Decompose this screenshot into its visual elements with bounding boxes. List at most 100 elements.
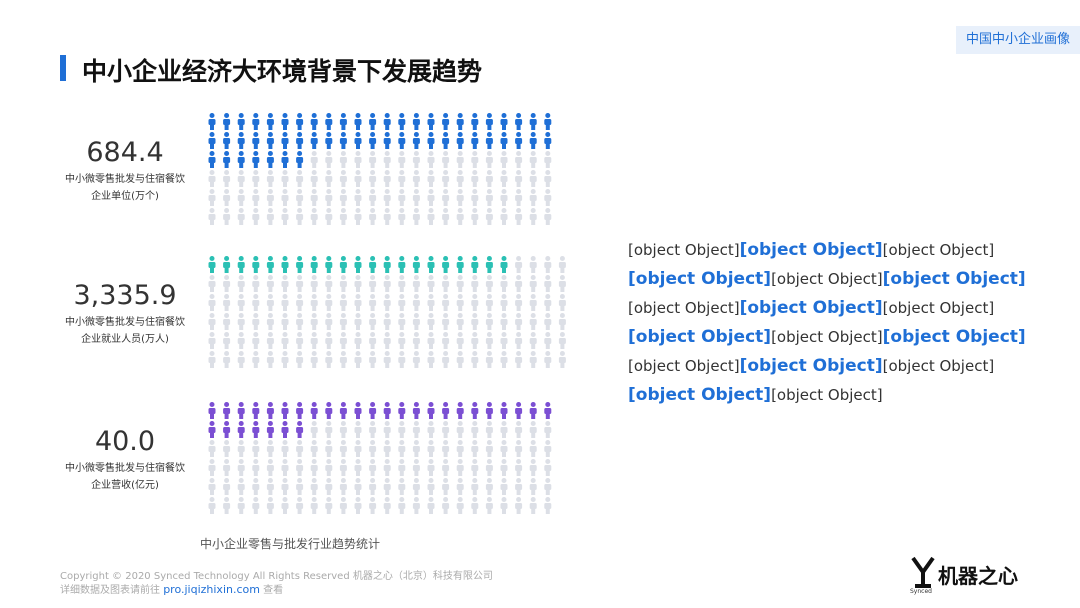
icon-head xyxy=(326,113,332,118)
icon-legs xyxy=(487,287,492,292)
person-icon xyxy=(485,440,493,457)
icon-body xyxy=(266,214,274,220)
icon-head xyxy=(340,208,346,213)
icon-legs xyxy=(399,287,404,292)
icon-body xyxy=(529,138,537,144)
person-icon xyxy=(369,189,377,206)
icon-head xyxy=(559,256,565,261)
person-icon xyxy=(515,332,523,349)
icon-head xyxy=(501,170,507,175)
icon-legs xyxy=(443,433,448,438)
icon-legs xyxy=(224,452,229,457)
icon-legs xyxy=(399,471,404,476)
icon-head xyxy=(472,478,478,483)
icon-body xyxy=(237,319,245,325)
icon-body xyxy=(412,281,420,287)
icon-body xyxy=(339,427,347,433)
icon-body xyxy=(354,195,362,201)
icon-head xyxy=(413,497,419,502)
icon-legs xyxy=(472,125,477,130)
person-icon xyxy=(310,275,318,292)
icon-legs xyxy=(297,268,302,273)
icon-legs xyxy=(414,471,419,476)
person-icon xyxy=(339,459,347,476)
icon-body xyxy=(237,408,245,414)
person-icon xyxy=(485,189,493,206)
person-icon xyxy=(544,275,552,292)
icon-legs xyxy=(429,509,433,514)
icon-head xyxy=(545,151,551,156)
icon-head xyxy=(486,256,492,261)
person-icon xyxy=(325,256,333,273)
icon-body xyxy=(281,176,289,182)
icon-head xyxy=(370,478,376,483)
icon-body xyxy=(208,357,216,363)
icon-head xyxy=(370,332,376,337)
icon-body xyxy=(310,338,318,344)
icon-head xyxy=(340,332,346,337)
icon-legs xyxy=(312,287,317,292)
icon-legs xyxy=(239,125,244,130)
icon-head xyxy=(384,113,390,118)
icon-body xyxy=(412,195,420,201)
icon-legs xyxy=(210,414,214,419)
person-icon xyxy=(369,351,377,368)
icon-head xyxy=(443,402,449,407)
paragraph: [object Object][object Object][object Ob… xyxy=(628,236,1028,410)
icon-legs xyxy=(458,287,463,292)
icon-head xyxy=(413,313,419,318)
icon-head xyxy=(326,332,332,337)
person-icon xyxy=(266,478,274,495)
person-icon xyxy=(266,440,274,457)
icon-legs xyxy=(253,201,258,206)
person-icon xyxy=(296,478,304,495)
icon-body xyxy=(500,338,508,344)
icon-legs xyxy=(297,144,302,149)
icon-legs xyxy=(487,452,492,457)
icon-head xyxy=(501,208,507,213)
icon-body xyxy=(427,214,435,220)
icon-head xyxy=(486,459,492,464)
person-icon xyxy=(442,459,450,476)
person-icon xyxy=(310,170,318,187)
icon-body xyxy=(412,119,420,125)
icon-body xyxy=(515,214,523,220)
icon-body xyxy=(208,319,216,325)
person-icon xyxy=(398,459,406,476)
icon-legs xyxy=(545,220,550,225)
person-icon xyxy=(339,170,347,187)
icon-head xyxy=(530,275,536,280)
icon-body xyxy=(529,300,537,306)
icon-head xyxy=(267,402,273,407)
icon-legs xyxy=(429,433,433,438)
icon-head xyxy=(516,170,522,175)
icon-body xyxy=(208,157,216,163)
icon-legs xyxy=(458,452,463,457)
icon-legs xyxy=(516,306,521,311)
person-icon xyxy=(252,332,260,349)
icon-head xyxy=(340,497,346,502)
person-icon xyxy=(310,440,318,457)
person-icon xyxy=(383,132,391,149)
icon-head xyxy=(486,497,492,502)
icon-legs xyxy=(210,509,214,514)
icon-body xyxy=(427,319,435,325)
icon-body xyxy=(544,214,552,220)
icon-body xyxy=(281,319,289,325)
icon-head xyxy=(297,151,303,156)
icon-body xyxy=(325,119,333,125)
person-icon xyxy=(310,151,318,168)
icon-head xyxy=(457,208,463,213)
icon-head xyxy=(428,478,434,483)
icon-legs xyxy=(210,144,214,149)
icon-head xyxy=(457,478,463,483)
icon-body xyxy=(442,300,450,306)
icon-legs xyxy=(326,433,331,438)
icon-body xyxy=(485,281,493,287)
icon-body xyxy=(281,484,289,490)
icon-head xyxy=(267,256,273,261)
person-icon xyxy=(369,459,377,476)
icon-body xyxy=(485,262,493,268)
person-icon xyxy=(471,351,479,368)
icon-body xyxy=(544,176,552,182)
